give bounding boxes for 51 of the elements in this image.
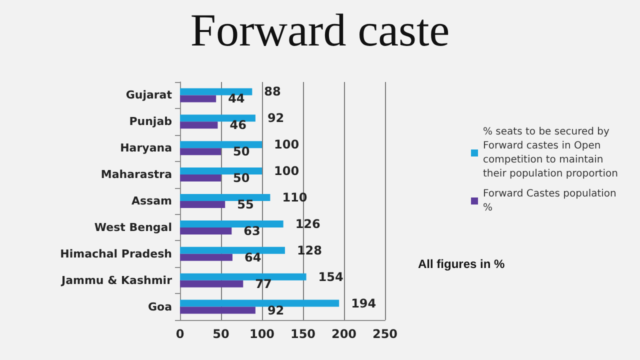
- bar: [180, 114, 256, 122]
- bar: [180, 306, 256, 314]
- bar: [180, 227, 232, 234]
- data-label: 46: [230, 118, 246, 132]
- data-label: 154: [318, 270, 344, 284]
- x-tick-label: 150: [290, 327, 316, 341]
- data-label: 92: [267, 303, 284, 318]
- data-label: 50: [233, 171, 250, 186]
- chart-title: Forward caste: [190, 4, 450, 56]
- y-tick-label: Maharastra: [100, 168, 172, 182]
- data-label: 88: [264, 84, 281, 99]
- y-tick-label: Punjab: [129, 115, 172, 128]
- bar: [180, 194, 270, 201]
- data-label: 63: [244, 224, 260, 238]
- data-label: 92: [267, 111, 284, 126]
- x-tick-label: 100: [249, 327, 275, 341]
- data-label: 44: [228, 92, 245, 106]
- y-tick-label: Haryana: [120, 142, 172, 155]
- bar: [180, 174, 221, 182]
- x-tick-label: 200: [331, 327, 357, 341]
- y-tick-label: Himachal Pradesh: [60, 247, 172, 260]
- y-tick-label: Jammu & Kashmir: [60, 274, 173, 287]
- x-tick-label: 250: [372, 327, 398, 341]
- y-tick-label: Goa: [148, 300, 172, 314]
- y-tick-label: Assam: [132, 194, 172, 208]
- data-label: 100: [274, 138, 300, 152]
- bar: [180, 88, 252, 96]
- bar: [180, 300, 340, 307]
- bar: [180, 280, 244, 288]
- bar: [180, 95, 216, 102]
- legend-label: % seats to be secured by Forward castes in Open competition to maintain their population proportion: [483, 126, 618, 180]
- bar: [180, 122, 218, 129]
- data-label: 64: [244, 250, 262, 264]
- data-label: 100: [274, 164, 300, 178]
- bar: [180, 273, 306, 280]
- bar: [180, 246, 285, 254]
- bar: [180, 168, 262, 175]
- bar: [180, 220, 284, 228]
- bar: [180, 141, 262, 148]
- y-tick-label: West Bengal: [94, 220, 172, 234]
- data-label: 194: [351, 296, 376, 310]
- x-tick-label: 0: [176, 327, 184, 341]
- legend-label: Forward Castes population %: [483, 188, 620, 214]
- data-label: 55: [237, 198, 254, 212]
- text: All figures in %: [418, 257, 506, 271]
- y-tick-label: Gujarat: [126, 88, 172, 102]
- bar: [180, 254, 232, 261]
- data-label: 50: [233, 144, 250, 159]
- bar: [180, 148, 221, 156]
- x-tick-label: 50: [212, 327, 230, 341]
- bar: [180, 201, 226, 208]
